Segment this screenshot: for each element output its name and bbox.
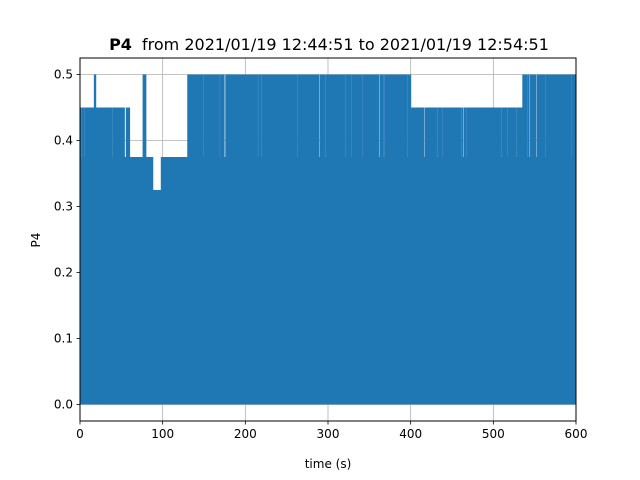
y-tick-label: 0.5 <box>54 68 73 82</box>
x-axis-label: time (s) <box>305 457 352 471</box>
y-tick-label: 0.2 <box>54 266 73 280</box>
chart-title: P4 from 2021/01/19 12:44:51 to 2021/01/1… <box>109 35 549 54</box>
x-tick-label: 400 <box>399 427 422 441</box>
chart-title-rest: from 2021/01/19 12:44:51 to 2021/01/19 1… <box>142 35 549 54</box>
plot-area <box>79 74 577 405</box>
x-tick-label: 200 <box>234 427 257 441</box>
y-tick-label: 0.1 <box>54 332 73 346</box>
chart-title-bold: P4 <box>109 35 132 54</box>
x-tick-label: 100 <box>151 427 174 441</box>
y-tick-label: 0.3 <box>54 200 73 214</box>
y-tick-label: 0.0 <box>54 398 73 412</box>
y-tick-label: 0.4 <box>54 134 73 148</box>
y-axis-label: P4 <box>29 233 43 248</box>
x-tick-label: 300 <box>317 427 340 441</box>
y-axis: 0.0 0.1 0.2 0.3 0.4 0.5 <box>54 68 80 412</box>
x-tick-label: 0 <box>76 427 84 441</box>
series-line <box>79 74 577 405</box>
x-axis: 0 100 200 300 400 500 600 <box>76 421 587 441</box>
x-tick-label: 600 <box>565 427 588 441</box>
x-tick-label: 500 <box>482 427 505 441</box>
